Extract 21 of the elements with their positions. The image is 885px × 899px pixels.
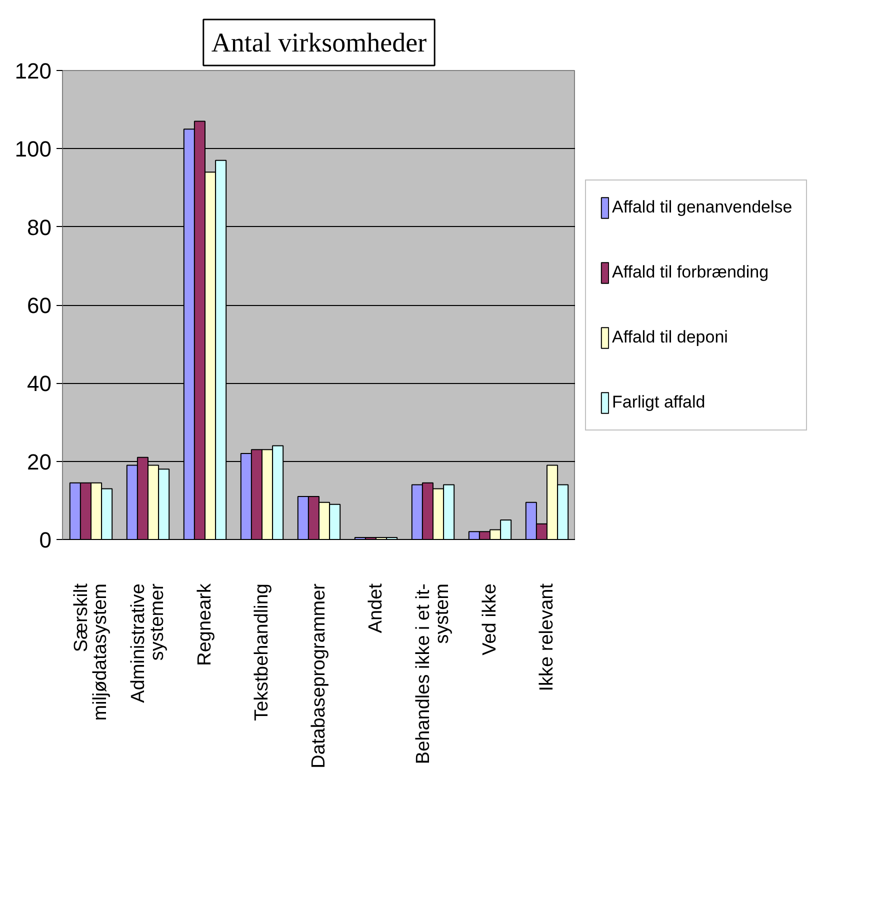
legend-label: Farligt affald (612, 392, 706, 412)
y-tick-label: 100 (14, 136, 52, 162)
legend-label: Affald til genanvendelse (612, 197, 792, 217)
y-tick-label: 20 (27, 449, 52, 474)
legend-label: Affald til forbrænding (612, 262, 769, 282)
x-tick-label: Ved ikke (480, 583, 500, 656)
y-tick-label: 0 (39, 528, 52, 552)
chart-title: Antal virksomheder (211, 28, 427, 58)
y-tick-label: 60 (27, 293, 52, 318)
y-tick-label: 120 (14, 58, 52, 84)
x-tick-label: Andet (366, 582, 386, 634)
legend-label: Affald til deponi (612, 327, 728, 347)
x-tick-label: Særskilt miljødatasystem (71, 582, 111, 721)
x-tick-label: Databaseprogrammer (308, 582, 330, 768)
x-tick-label: Regneark (194, 583, 216, 666)
x-tick-label: Ikke relevant (536, 582, 558, 692)
x-tick-label: Administrative systemer (128, 582, 168, 703)
x-tick-label: Tekstbehandling (252, 583, 272, 721)
x-tick-label: Behandles ikke i et it- system (413, 583, 453, 764)
y-tick-label: 80 (27, 214, 52, 240)
y-tick-label: 40 (27, 371, 52, 396)
